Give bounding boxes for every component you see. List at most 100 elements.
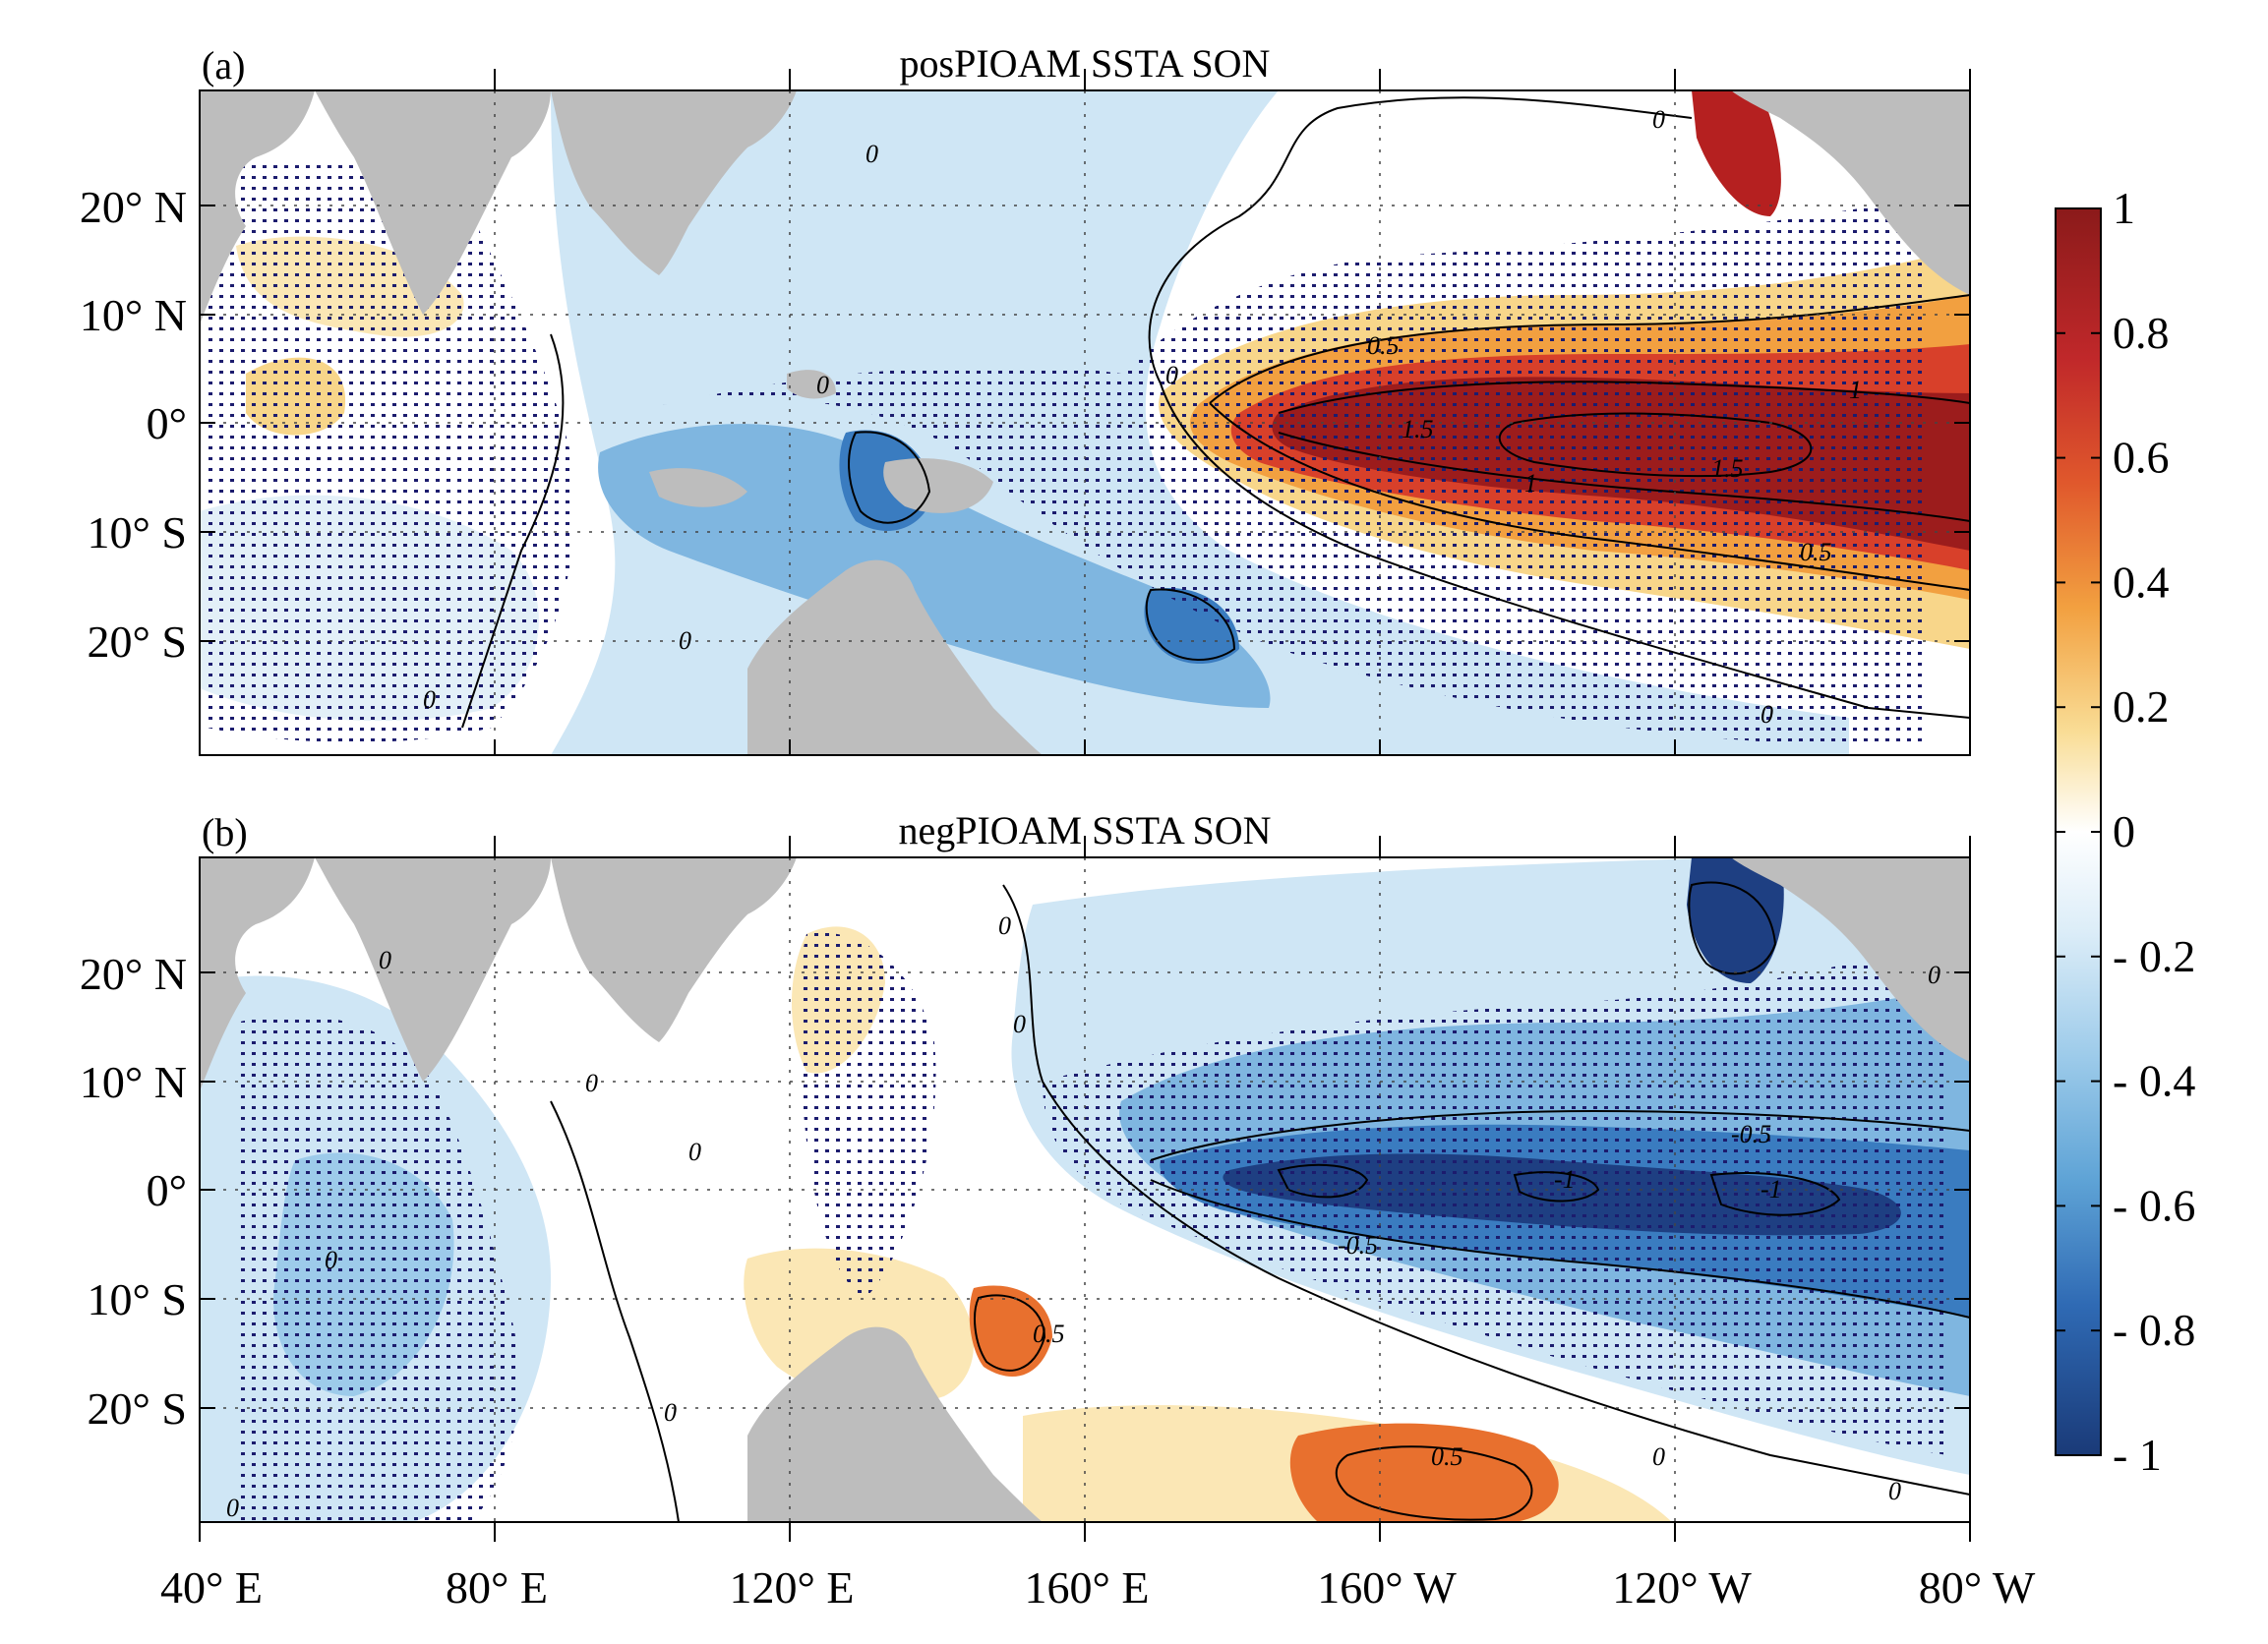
colorbar-label: - 1: [2113, 1430, 2162, 1480]
panel-a-land-africa-arabia: [200, 90, 315, 324]
panel-a-contour-label-12: 1.5: [1402, 415, 1434, 443]
panel-b-stipple-wp: [800, 932, 936, 1298]
panel-b-contour-label-6: 0: [325, 1246, 337, 1274]
panel-b-contour-baja: [1688, 881, 1777, 975]
colorbar-label: - 0.4: [2113, 1056, 2195, 1106]
panel-a-ytick-eq: 0°: [147, 398, 187, 448]
colorbar-label: - 0.8: [2113, 1305, 2195, 1355]
panel-b-stipple-indian: [236, 1015, 519, 1522]
panel-b-contour-label-11: -0.5: [1338, 1231, 1378, 1260]
panel-a-ytick-20s: 20° S: [88, 616, 187, 667]
panel-b-ytick-10n: 10° N: [80, 1057, 187, 1107]
panel-a-land-asia-east: [551, 90, 797, 275]
panel-b-contours: [550, 881, 1970, 1522]
panel-a-land-north-america: [1731, 90, 1970, 295]
panel-b-contour-label-1: 0: [379, 946, 391, 974]
panel-a-contour-label-10: 1: [1524, 469, 1537, 498]
panel-b-contour-label-12: -0.5: [1731, 1120, 1771, 1148]
panel-b-contour-zero-indian: [550, 1100, 680, 1522]
panel-a-contour-05: [1209, 294, 1970, 591]
colorbar-label: 0.6: [2113, 433, 2170, 483]
panel-a-ytick-10s: 10° S: [88, 507, 187, 558]
xtick-80e: 80° E: [446, 1562, 548, 1613]
panel-b-land-africa-arabia: [200, 857, 315, 1091]
panel-a-contour-label-1: 0: [865, 140, 878, 168]
panel-a-contour-zero-pacific: [1148, 96, 1970, 719]
panel-a: 0 0 0 0 0 0 0 0.5 0.5 1 1.5 1.5 1: [80, 41, 1971, 756]
panel-b-cool-baja: [1687, 857, 1784, 983]
panel-a-contour-label-13: 1: [1849, 376, 1862, 404]
panel-a-cool-tongue: [598, 424, 1271, 708]
colorbar-ticks: 1 0.8 0.6 0.4 0.2 0 - 0.2 - 0.4 - 0.6 - 0.8 - 1: [2056, 183, 2195, 1480]
x-axis-labels: 40° E 80° E 120° E 160° E 160° W 120° W …: [160, 1562, 2036, 1613]
panel-b-contour-05-coral: [974, 1294, 1046, 1372]
panel-a-grid: [200, 90, 1970, 755]
panel-b-letter: (b): [202, 810, 248, 854]
panel-b-contour-label-10: 0.5: [1431, 1442, 1463, 1471]
panel-a-letter: (a): [202, 43, 245, 88]
panel-a-contour-label-5: 0: [423, 685, 436, 714]
panel-b-ticks: [199, 836, 1971, 1542]
panel-b-contour-label-4: 0: [585, 1069, 598, 1097]
xtick-120w: 120° W: [1612, 1562, 1752, 1613]
panel-b-contour-label-7: 0: [664, 1398, 677, 1427]
panel-a-contour-label-8: 0.5: [1367, 331, 1400, 360]
colorbar: 1 0.8 0.6 0.4 0.2 0 - 0.2 - 0.4 - 0.6 - 0.8 - 1: [2055, 183, 2195, 1480]
panel-b-contour-label-5: 0: [688, 1138, 701, 1166]
panel-b-grid: [200, 857, 1970, 1522]
panel-a-ytick-10n: 10° N: [80, 290, 187, 340]
panel-a-stipple-pacific: [629, 197, 1928, 747]
panel-b-land-asia-east: [551, 857, 797, 1042]
panel-a-contour-label-11: 1.5: [1711, 454, 1744, 483]
colorbar-label: 0.2: [2113, 681, 2170, 732]
panel-b-ytick-20n: 20° N: [80, 949, 187, 999]
panel-b-ytick-20s: 20° S: [88, 1383, 187, 1434]
panel-a-land: [200, 90, 1970, 755]
panel-b-title: negPIOAM SSTA SON: [898, 808, 1271, 852]
xtick-160e: 160° E: [1025, 1562, 1150, 1613]
colorbar-label: 0: [2113, 806, 2135, 856]
panel-b-contour-minus1: [1277, 1163, 1841, 1216]
panel-a-land-australia: [747, 559, 1043, 755]
panel-b-land-india: [315, 857, 551, 1082]
panel-a-warm-baja: [1692, 90, 1781, 216]
panel-a-land-india: [315, 90, 551, 315]
panel-a-contour-1: [1278, 381, 1970, 522]
panel-b-contour-label-15: 0: [1888, 1477, 1901, 1505]
panel-a-contour-label-3: 0: [1165, 361, 1178, 389]
panel-b-contour-label-13: -1: [1554, 1165, 1576, 1194]
colorbar-label: 1: [2113, 183, 2135, 233]
panel-a-contours: [461, 96, 1970, 729]
panel-a-contour-label-6: 0: [1652, 105, 1665, 134]
panel-b-contour-label-17: 0: [1928, 961, 1940, 989]
panel-b-land-north-america: [1731, 857, 1970, 1062]
panel-a-ticks: [199, 69, 1971, 755]
colorbar-label: 0.8: [2113, 308, 2170, 358]
xtick-40e: 40° E: [160, 1562, 263, 1613]
panel-b: 0 0 0 0 0 0 0 0 0.5 0.5 -0.5 -0.5 -1 -1 …: [80, 808, 1971, 1542]
panel-a-title: posPIOAM SSTA SON: [900, 41, 1271, 86]
panel-a-contour-label-7: 0: [1761, 700, 1773, 729]
panel-b-stipple-pacific: [1043, 934, 1947, 1455]
panel-a-land-maritime: [649, 370, 993, 513]
xtick-80w: 80° W: [1919, 1562, 2036, 1613]
panel-b-contour-label-9: 0.5: [1033, 1320, 1065, 1348]
colorbar-label: 0.4: [2113, 557, 2170, 607]
panel-b-contour-minus05: [1150, 1109, 1970, 1319]
panel-b-contour-label-2: 0: [998, 911, 1011, 940]
panel-b-contour-label-8: 0: [1652, 1442, 1665, 1471]
colorbar-label: - 0.6: [2113, 1180, 2195, 1230]
panel-b-contour-05-south: [1335, 1445, 1533, 1521]
panel-b-contour-label-16: 0: [226, 1494, 239, 1522]
panel-b-land: [200, 857, 1970, 1522]
panel-a-contour-cool-wp: [848, 431, 1236, 661]
panel-a-contour-label-2: 0: [816, 371, 829, 399]
colorbar-label: - 0.2: [2113, 931, 2195, 981]
panel-b-ytick-eq: 0°: [147, 1165, 187, 1215]
panel-b-warm-south-mid: [1289, 1423, 1559, 1522]
xtick-120e: 120° E: [730, 1562, 855, 1613]
panel-a-contour-zero-indian: [461, 333, 565, 729]
panel-a-ytick-20n: 20° N: [80, 182, 187, 232]
panel-a-stipple-indian: [207, 157, 576, 742]
